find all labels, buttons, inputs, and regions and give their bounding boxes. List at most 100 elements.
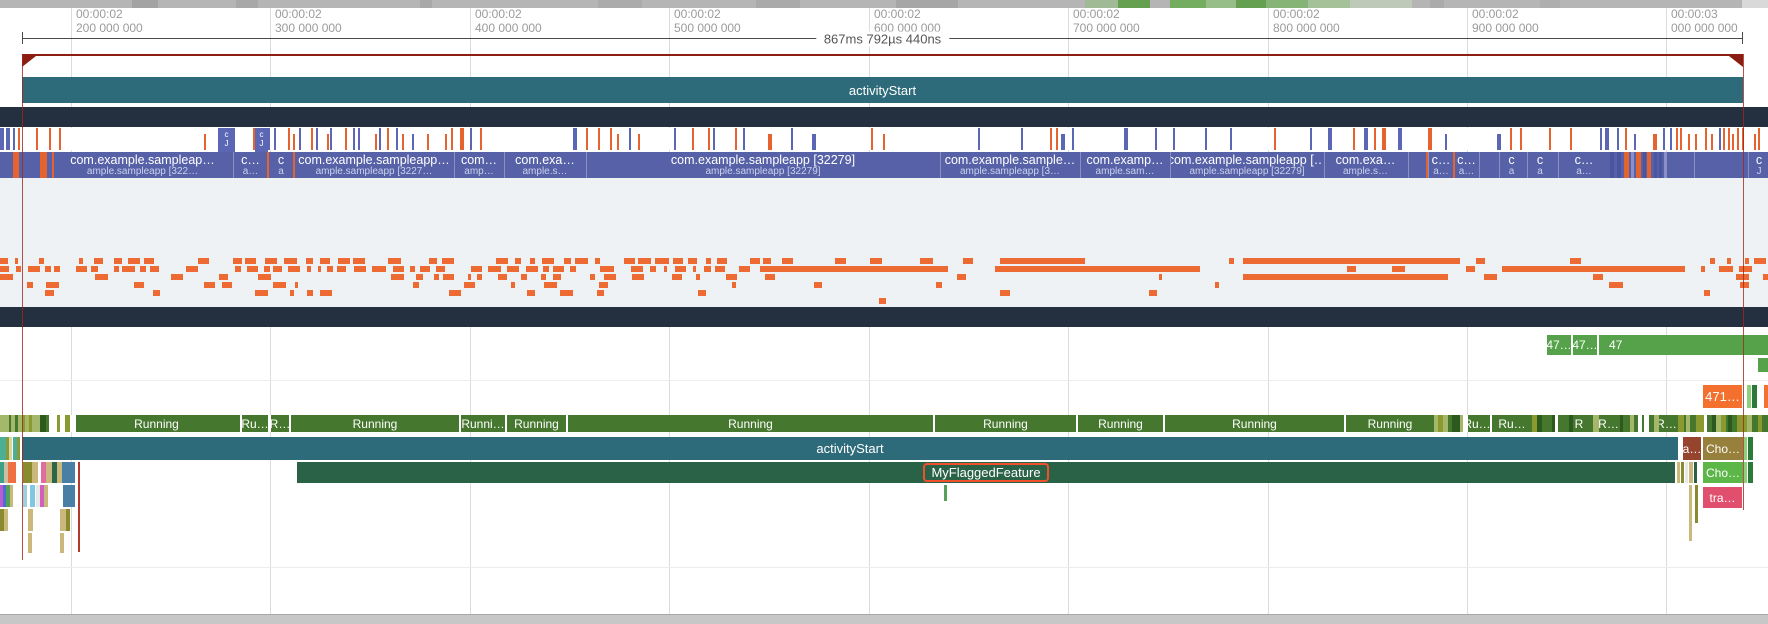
sched-dash[interactable]	[1763, 274, 1768, 280]
sched-dash[interactable]	[128, 258, 141, 264]
flame-fragment[interactable]	[1764, 385, 1768, 408]
running-stripe[interactable]	[1638, 415, 1642, 432]
flame-fragment[interactable]	[63, 485, 75, 507]
cpu-slice[interactable]	[316, 128, 318, 150]
sched-dash[interactable]	[45, 266, 51, 272]
flame-fragment[interactable]	[10, 485, 13, 507]
cpu-slice[interactable]	[273, 128, 276, 150]
flame-fragment[interactable]	[1689, 462, 1693, 483]
sched-run[interactable]	[1502, 266, 1685, 272]
sched-dash[interactable]	[471, 266, 482, 272]
sched-dash[interactable]	[283, 258, 297, 264]
flame-fragment[interactable]	[28, 509, 33, 531]
side-slice-badge[interactable]: Cho…	[1703, 462, 1743, 483]
sched-dash[interactable]	[1228, 258, 1235, 264]
sched-dash[interactable]	[14, 258, 18, 264]
running-slice[interactable]: R…	[271, 415, 289, 432]
side-slice-badge[interactable]: tra…	[1703, 487, 1742, 508]
running-stripe[interactable]	[1683, 415, 1686, 432]
cpu-slice[interactable]	[1205, 128, 1208, 150]
running-slice[interactable]: R…	[1655, 415, 1678, 432]
sched-dash[interactable]	[703, 266, 711, 272]
flame-fragment[interactable]	[4, 462, 8, 483]
cpu-slice[interactable]	[691, 128, 694, 150]
running-stripe[interactable]	[49, 415, 52, 432]
cpu-slice[interactable]	[1310, 128, 1312, 150]
flame-fragment[interactable]	[78, 462, 80, 552]
running-stripe[interactable]	[70, 415, 76, 432]
cpu-slice[interactable]	[387, 128, 390, 150]
cpu-slice[interactable]	[311, 128, 314, 150]
sched-dash[interactable]	[695, 274, 701, 280]
running-stripe[interactable]	[3, 415, 8, 432]
sched-dash[interactable]	[782, 258, 793, 264]
sched-dash[interactable]	[936, 282, 942, 288]
cpu-slice[interactable]	[451, 128, 454, 150]
sched-dash[interactable]	[1738, 266, 1753, 272]
cpu-slice[interactable]	[1050, 128, 1052, 150]
running-slice[interactable]: Running	[935, 415, 1076, 432]
sched-dash[interactable]	[94, 274, 108, 280]
sched-dash[interactable]	[410, 266, 416, 272]
running-slice[interactable]: R	[1570, 415, 1588, 432]
flame-fragment[interactable]	[52, 462, 57, 483]
sched-dash[interactable]	[415, 274, 423, 280]
cpu-slice[interactable]	[977, 128, 980, 150]
sched-dash[interactable]	[78, 258, 84, 264]
sched-dash[interactable]	[15, 266, 22, 272]
cpu-slice[interactable]	[1731, 134, 1734, 150]
sched-dash[interactable]	[1466, 266, 1475, 272]
running-stripe[interactable]	[1765, 415, 1768, 432]
running-stripe[interactable]	[1622, 415, 1628, 432]
running-stripe[interactable]	[1721, 415, 1726, 432]
cpu-slice[interactable]	[18, 128, 21, 150]
sched-dash[interactable]	[336, 266, 347, 272]
cpu-slice[interactable]	[629, 128, 632, 150]
flame-fragment[interactable]	[1681, 462, 1684, 483]
sched-dash[interactable]	[449, 290, 461, 296]
cpu-slice[interactable]	[1688, 134, 1691, 150]
sched-run[interactable]	[1000, 258, 1085, 264]
process-slice[interactable]: com.example.sampleapp… ample.sampleapp [3…	[294, 152, 453, 178]
flame-fragment[interactable]	[944, 485, 947, 501]
sched-dash[interactable]	[543, 266, 549, 272]
process-slice[interactable]: c… a…	[233, 152, 267, 178]
running-stripe[interactable]	[36, 415, 41, 432]
cpu-slice[interactable]	[298, 128, 301, 150]
cpu-slice[interactable]	[1056, 128, 1059, 150]
cpu-slice[interactable]	[49, 128, 52, 150]
running-stripe[interactable]	[1627, 415, 1631, 432]
sched-dash[interactable]	[1727, 258, 1732, 264]
sched-dash[interactable]	[1215, 282, 1220, 288]
cpu-slice[interactable]	[812, 134, 817, 150]
sched-dash[interactable]	[221, 282, 233, 288]
running-stripe[interactable]	[1443, 415, 1448, 432]
flame-fragment[interactable]	[60, 509, 66, 531]
flame-fragment[interactable]	[62, 462, 75, 483]
cpu-slice[interactable]	[1625, 128, 1628, 150]
sched-dash[interactable]	[0, 266, 9, 272]
running-slice[interactable]: Ru…	[1492, 415, 1532, 432]
running-stripe[interactable]	[1451, 415, 1454, 432]
sched-dash[interactable]	[957, 274, 966, 280]
cpu-slice[interactable]	[460, 128, 465, 150]
running-stripe[interactable]	[1546, 415, 1552, 432]
cpu-slice[interactable]	[883, 134, 886, 150]
running-stripe[interactable]	[1641, 415, 1644, 432]
flame-fragment[interactable]	[13, 437, 17, 460]
running-stripe[interactable]	[1643, 415, 1650, 432]
flame-fragment[interactable]	[66, 509, 70, 531]
running-stripe[interactable]	[40, 415, 47, 432]
cpu-slice[interactable]	[268, 128, 270, 150]
cpu-slice[interactable]	[1616, 128, 1619, 150]
cpu-slice[interactable]	[1509, 128, 1512, 150]
running-stripe[interactable]	[9, 415, 12, 432]
process-slice[interactable]: c… a…	[1558, 152, 1609, 178]
running-stripe[interactable]	[1700, 415, 1705, 432]
process-stripe[interactable]	[1642, 152, 1646, 178]
cpu-slice[interactable]	[1445, 134, 1448, 150]
sched-dash[interactable]	[263, 266, 270, 272]
sched-dash[interactable]	[835, 258, 846, 264]
cpu-slice[interactable]	[1230, 128, 1233, 150]
